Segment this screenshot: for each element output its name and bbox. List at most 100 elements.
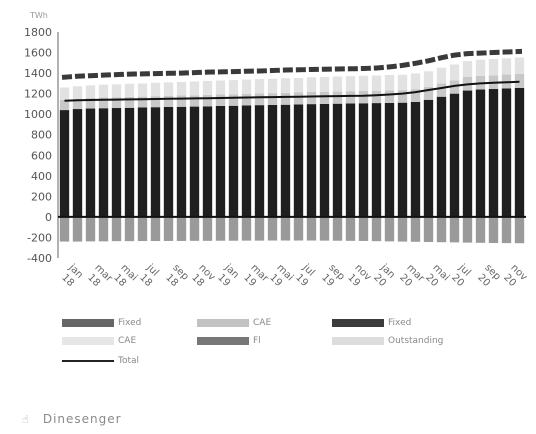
legend-item: Total xyxy=(62,356,139,366)
bar-segment xyxy=(345,216,356,241)
chart-legend: Fixed CAE Fixed CAE Fl Outstanding Total xyxy=(62,318,502,378)
bar-segment xyxy=(345,103,356,217)
bar-segment xyxy=(358,103,369,217)
legend-swatch-line xyxy=(62,360,114,362)
y-tick-label: 400 xyxy=(31,170,52,183)
bar-segment xyxy=(176,216,187,241)
y-tick-label: 1800 xyxy=(24,26,52,39)
bar-segment xyxy=(397,102,408,217)
bar-segment xyxy=(514,87,525,217)
bar-segment xyxy=(293,92,304,105)
bar-segment xyxy=(397,90,408,103)
bar-segment xyxy=(124,107,135,217)
bar-segment xyxy=(280,92,291,105)
bar-segment xyxy=(462,90,473,217)
bar-segment xyxy=(358,90,369,104)
bar-segment xyxy=(306,91,317,105)
bar-segment xyxy=(371,103,382,217)
bar-segment xyxy=(332,103,343,217)
legend-item: Fixed xyxy=(62,318,141,328)
bar-segment xyxy=(436,67,447,84)
bar-segment xyxy=(410,89,421,102)
bar-segment xyxy=(111,108,122,217)
bar-segment xyxy=(488,216,499,244)
hand-pointer-icon: ☝ xyxy=(22,413,30,426)
bar-segment xyxy=(215,80,226,95)
y-tick-label: 1200 xyxy=(24,88,52,101)
bar-segment xyxy=(384,90,395,103)
legend-label: Outstanding xyxy=(388,336,444,346)
bar-segment xyxy=(241,93,252,106)
bar-segment xyxy=(189,216,200,241)
bar-segment xyxy=(59,110,70,217)
bar-segment xyxy=(501,88,512,217)
bar-segment xyxy=(241,79,252,94)
bar-segment xyxy=(85,98,96,109)
legend-item: CAE xyxy=(197,318,271,328)
bar-segment xyxy=(332,216,343,241)
bar-segment xyxy=(449,80,460,94)
bar-segment xyxy=(215,216,226,241)
bar-segment xyxy=(215,105,226,217)
bar-segment xyxy=(514,74,525,88)
bar-segment xyxy=(345,91,356,104)
bar-segment xyxy=(462,60,473,77)
legend-swatch xyxy=(332,337,384,345)
bar-segment xyxy=(150,96,161,108)
bar-segment xyxy=(410,216,421,242)
bar-segment xyxy=(293,216,304,241)
bar-segment xyxy=(176,95,187,107)
legend-swatch xyxy=(197,319,249,327)
bar-segment xyxy=(111,216,122,242)
bar-segment xyxy=(163,95,174,107)
bar-segment xyxy=(150,107,161,217)
y-tick-label: -400 xyxy=(27,252,52,265)
bar-segment xyxy=(189,95,200,107)
bar-segment xyxy=(306,104,317,217)
bar-segment xyxy=(475,89,486,217)
bar-segment xyxy=(241,105,252,217)
bar-segment xyxy=(371,216,382,242)
bar-segment xyxy=(306,216,317,241)
bar-segment xyxy=(254,105,265,217)
bar-segment xyxy=(410,101,421,217)
chart-source-note: ☝ Dinesenger xyxy=(22,412,122,426)
series-line xyxy=(61,48,523,80)
y-tick-label: 800 xyxy=(31,129,52,142)
bar-segment xyxy=(410,73,421,90)
bar-segment xyxy=(293,77,304,93)
bar-segment xyxy=(423,86,434,100)
bar-segment xyxy=(345,76,356,92)
bar-segment xyxy=(514,57,525,75)
bar-segment xyxy=(449,64,460,81)
y-tick-label: 1000 xyxy=(24,108,52,121)
bar-segment xyxy=(280,216,291,241)
legend-swatch xyxy=(332,319,384,327)
bar-segment xyxy=(98,97,109,109)
y-tick-label: 200 xyxy=(31,190,52,203)
legend-swatch xyxy=(197,337,249,345)
bar-segment xyxy=(72,109,83,217)
bar-segment xyxy=(85,108,96,217)
bar-segment xyxy=(280,104,291,217)
bar-segment xyxy=(137,107,148,217)
legend-label: Total xyxy=(118,356,140,366)
bar-segment xyxy=(124,216,135,242)
bar-segment xyxy=(488,89,499,217)
y-tick-label: -200 xyxy=(27,231,52,244)
bar-segment xyxy=(241,216,252,241)
bar-segment xyxy=(319,216,330,241)
bar-segment xyxy=(202,216,213,241)
bar-segment xyxy=(85,216,96,242)
bar-segment xyxy=(228,105,239,217)
bar-segment xyxy=(384,216,395,242)
bar-segment xyxy=(436,216,447,243)
